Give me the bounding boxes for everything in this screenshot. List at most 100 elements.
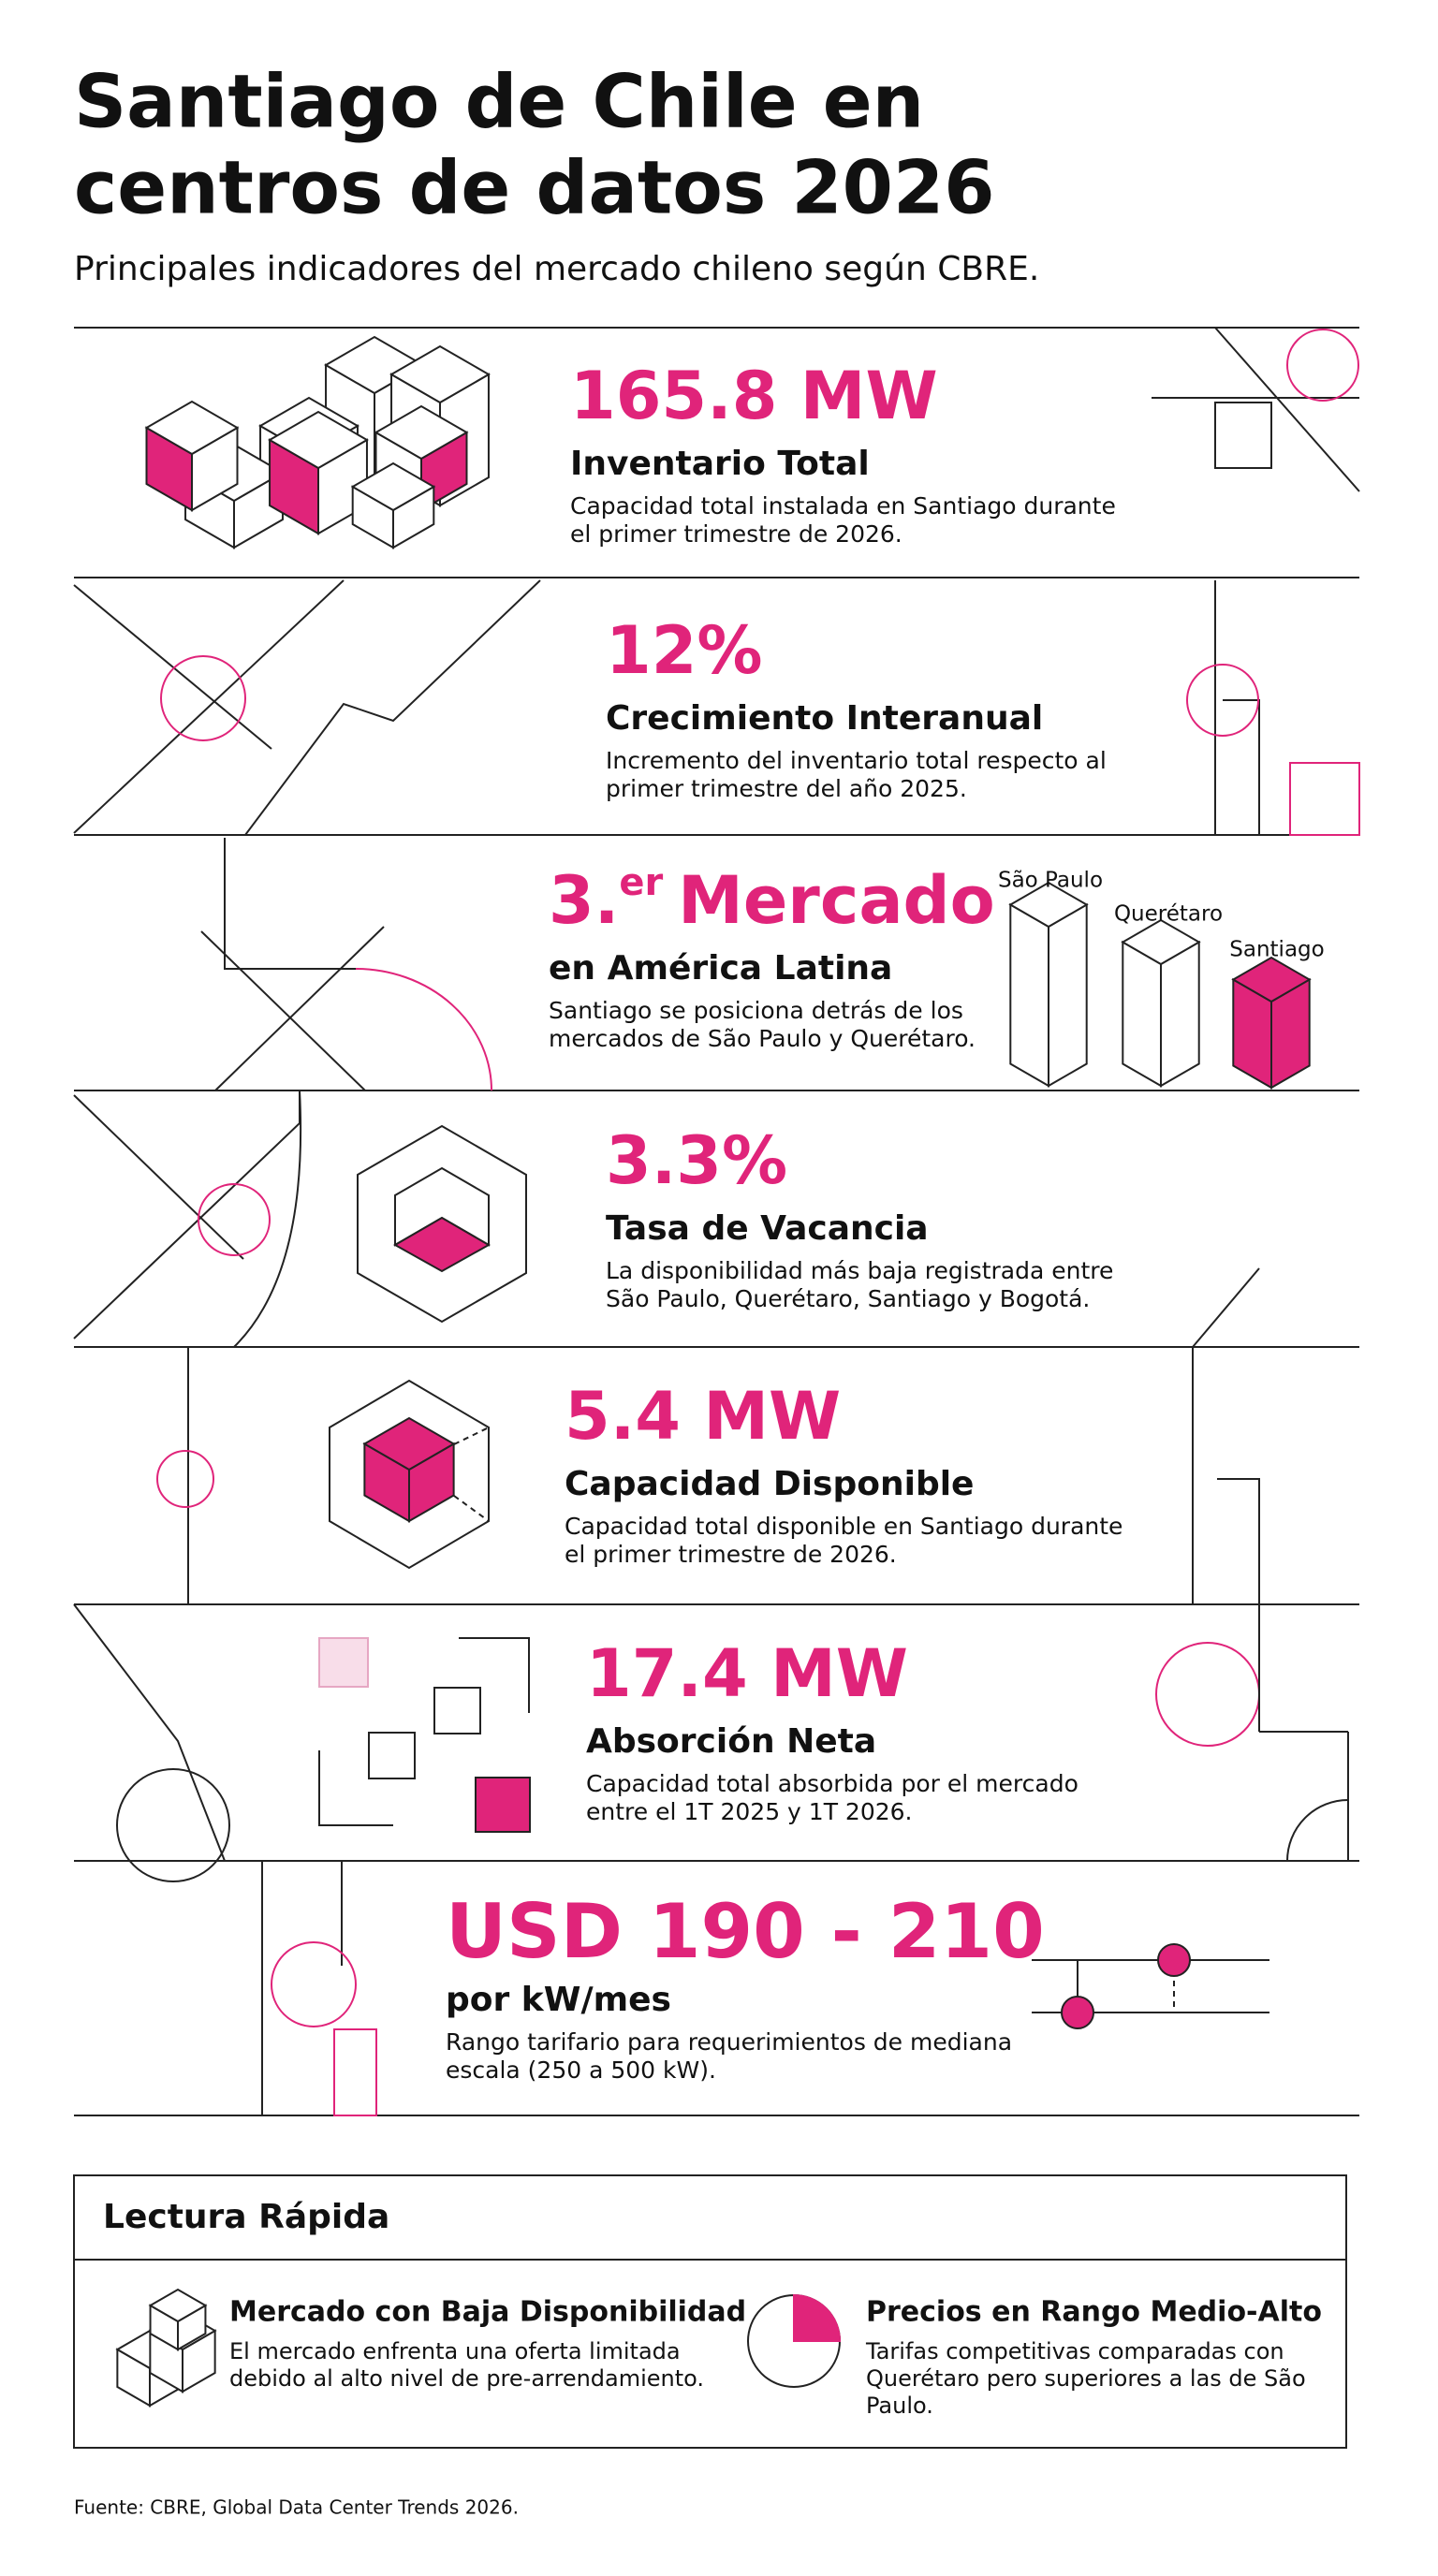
- deco-line: [318, 1750, 393, 1826]
- deco-line: [453, 1495, 490, 1522]
- metric-description: escala (250 a 500 kW).: [446, 2056, 716, 2084]
- decoration: [73, 327, 1360, 2408]
- metric-description: mercados de São Paulo y Querétaro.: [549, 1025, 976, 1052]
- metric-label: Capacidad Disponible: [565, 1465, 974, 1503]
- iso-face: [350, 461, 436, 512]
- quick-read-item-text: El mercado enfrenta una oferta limitada: [229, 2338, 681, 2364]
- metric-value: 165.8 MW: [570, 358, 938, 434]
- deco-arc: [355, 968, 492, 1091]
- deco-line: [214, 926, 385, 1091]
- metric-description: Santiago se posiciona detrás de los: [549, 997, 963, 1024]
- iso-face: [1008, 881, 1089, 929]
- metric-description: Capacidad total disponible en Santiago d…: [565, 1513, 1123, 1540]
- metric-value-text: 3.: [549, 862, 619, 939]
- quick-read-box: [73, 2174, 1347, 2449]
- metric-value: 17.4 MW: [586, 1635, 908, 1712]
- iso-face: [268, 410, 369, 470]
- metric-value-text: 3.3%: [606, 1122, 787, 1199]
- metric-value: 3.3%: [606, 1122, 787, 1199]
- iso-face: [1160, 940, 1200, 1088]
- pie-wedge: [793, 2293, 842, 2342]
- deco-square: [318, 1637, 369, 1688]
- deco-square: [433, 1687, 481, 1734]
- deco-square: [1214, 402, 1272, 469]
- quick-read-item-text: Paulo.: [866, 2393, 933, 2419]
- metric-description: Capacidad total absorbida por el mercado: [586, 1770, 1078, 1797]
- iso-face: [1121, 918, 1201, 966]
- iso-hex: [329, 1379, 490, 1570]
- metric-value: 3.er Mercado: [549, 861, 995, 939]
- quick-read-item-text: Querétaro pero superiores a las de São: [866, 2365, 1306, 2392]
- iso-face: [389, 344, 491, 404]
- deco-circle: [1186, 664, 1259, 737]
- deco-line: [244, 579, 541, 836]
- metric-value-text: 12%: [606, 612, 763, 689]
- deco-line: [453, 1427, 490, 1445]
- deco-line: [1214, 327, 1360, 492]
- deco-circle: [271, 1941, 357, 2027]
- metric-label: Tasa de Vacancia: [606, 1209, 929, 1248]
- deco-square: [475, 1777, 531, 1833]
- metric-label: por kW/mes: [446, 1981, 671, 2019]
- metric-superscript: er: [619, 861, 663, 904]
- iso-face: [1231, 956, 1312, 1003]
- quick-read-title: Lectura Rápida: [103, 2198, 389, 2236]
- deco-line: [73, 584, 272, 750]
- deco-line: [73, 1603, 226, 1862]
- deco-line: [200, 930, 366, 1091]
- quick-read-item-text: debido al alto nivel de pre-arrendamient…: [229, 2365, 704, 2392]
- title-line: centros de datos 2026: [74, 146, 995, 230]
- market-label: Querétaro: [1114, 902, 1223, 927]
- deco-circle: [1157, 1943, 1191, 1977]
- deco-line: [73, 1094, 244, 1260]
- deco-line: [1217, 1478, 1260, 1604]
- deco-arc: [233, 1090, 302, 1348]
- metric-value-text: 17.4 MW: [586, 1635, 908, 1712]
- deco-line: [459, 1637, 530, 1713]
- quick-read-item-title: Mercado con Baja Disponibilidad: [229, 2296, 746, 2329]
- metric-description: el primer trimestre de 2026.: [570, 520, 902, 548]
- deco-line: [73, 579, 345, 834]
- iso-face: [1009, 902, 1049, 1088]
- metric-description: el primer trimestre de 2026.: [565, 1541, 897, 1568]
- deco-line: [1192, 1267, 1260, 1348]
- deco-square: [1289, 762, 1360, 836]
- quick-read-item-text: Tarifas competitivas comparadas con: [865, 2338, 1284, 2364]
- footer: Fuente: CBRE, Global Data Center Trends …: [74, 2496, 519, 2519]
- deco-circle: [1155, 1642, 1260, 1747]
- iso-face: [148, 2288, 208, 2323]
- metric-description: Capacidad total instalada en Santiago du…: [570, 492, 1116, 520]
- metric-value-suffix: Mercado: [678, 862, 995, 939]
- metric-description: La disponibilidad más baja registrada en…: [606, 1257, 1113, 1284]
- iso-face: [374, 404, 469, 461]
- subtitle: Principales indicadores del mercado chil…: [74, 250, 1039, 288]
- metric-description: São Paulo, Querétaro, Santiago y Bogotá.: [606, 1285, 1090, 1312]
- title-line: Santiago de Chile en: [74, 60, 924, 144]
- metric-value-text: USD 190 - 210: [446, 1888, 1045, 1975]
- deco-line: [1223, 699, 1260, 835]
- metric-value-text: 5.4 MW: [565, 1378, 841, 1455]
- metric-label: Crecimiento Interanual: [606, 699, 1043, 738]
- iso-hex: [357, 1124, 527, 1324]
- metric-label: en América Latina: [549, 949, 892, 988]
- deco-circle: [198, 1183, 271, 1256]
- deco-circle: [116, 1768, 230, 1882]
- iso-face: [1122, 940, 1162, 1088]
- metric-description: entre el 1T 2025 y 1T 2026.: [586, 1798, 913, 1825]
- deco-square: [333, 2028, 377, 2116]
- metric-label: Inventario Total: [570, 445, 870, 483]
- content: 165.8 MW Inventario Total Capacidad total …: [229, 358, 1325, 2419]
- metric-value: 5.4 MW: [565, 1378, 841, 1455]
- metric-description: primer trimestre del año 2025.: [606, 775, 967, 802]
- metric-value: USD 190 - 210: [446, 1888, 1045, 1975]
- metric-description: Rango tarifario para requerimientos de m…: [446, 2028, 1012, 2056]
- deco-circle: [156, 1450, 214, 1508]
- metric-value-text: 165.8 MW: [570, 358, 938, 434]
- market-label: Santiago: [1229, 938, 1324, 962]
- iso-face: [144, 400, 240, 456]
- iso-face: [392, 1216, 492, 1273]
- deco-circle: [1286, 329, 1359, 402]
- deco-circle: [1061, 1996, 1094, 2029]
